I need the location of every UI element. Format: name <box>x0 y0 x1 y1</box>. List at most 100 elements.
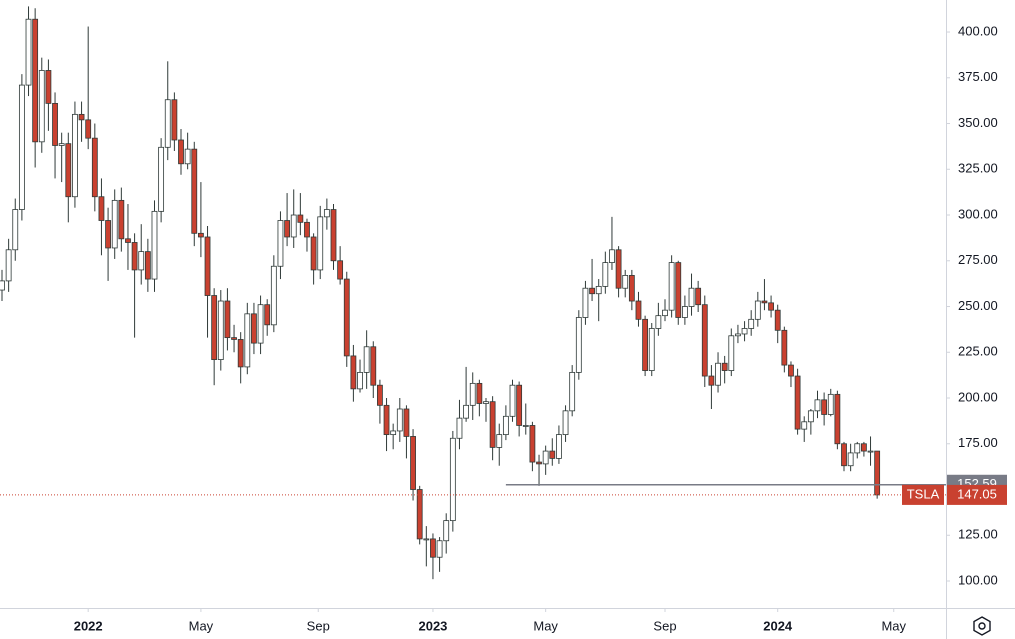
y-tick-label: 275.00 <box>958 252 998 267</box>
x-tick-label: May <box>189 618 214 633</box>
y-tick-label: 100.00 <box>958 572 998 587</box>
candle-body <box>509 384 516 417</box>
candle-body <box>807 410 814 423</box>
candle-body <box>847 452 854 467</box>
y-tick-label: 225.00 <box>958 344 998 359</box>
candle-body <box>662 309 668 317</box>
candle-body <box>516 384 523 426</box>
candle-body <box>748 318 755 329</box>
candle-body <box>423 538 430 541</box>
candle-body <box>489 401 496 448</box>
candle-body <box>0 280 5 291</box>
candle-body <box>708 375 715 386</box>
candle-body <box>542 450 549 465</box>
candle-body <box>164 99 171 148</box>
candle-body <box>178 139 184 165</box>
y-tick-label: 375.00 <box>958 69 998 84</box>
candle-body <box>416 489 423 540</box>
candle-body <box>589 287 595 295</box>
candle-body <box>522 425 529 427</box>
candle-body <box>224 300 231 339</box>
candle-body <box>788 364 794 377</box>
candle-body <box>12 209 19 251</box>
candle-body <box>204 236 211 296</box>
candle-body <box>184 148 191 165</box>
candle-body <box>144 251 151 280</box>
candle-body <box>197 232 204 238</box>
candle-body <box>32 18 39 143</box>
settings-icon[interactable] <box>973 616 991 636</box>
candle-body <box>211 295 218 360</box>
candle-body <box>403 408 410 437</box>
candle-body <box>191 148 198 234</box>
candle-body <box>390 430 397 436</box>
candle-body <box>151 210 158 280</box>
candle-body <box>774 309 781 331</box>
candle-body <box>25 18 32 86</box>
candle-body <box>476 382 483 404</box>
candle-body <box>536 461 542 465</box>
x-tick-label: Sep <box>307 618 330 633</box>
candle-body <box>761 300 768 304</box>
candle-body <box>111 199 118 249</box>
candle-body <box>794 375 801 430</box>
x-tick-label: May <box>881 618 906 633</box>
candle-body <box>377 384 383 406</box>
y-tick-label: 400.00 <box>958 23 998 38</box>
candle-body <box>158 146 165 212</box>
candle-body <box>502 415 509 436</box>
candle-body <box>569 371 576 412</box>
candle-body <box>781 329 788 366</box>
candle-body <box>463 404 470 419</box>
candle-body <box>496 434 503 448</box>
x-tick-label: 2024 <box>763 618 793 633</box>
candle-body <box>98 196 105 221</box>
candle-body <box>396 408 403 432</box>
candle-body <box>277 220 284 267</box>
candles <box>0 6 881 580</box>
candle-body <box>45 70 52 104</box>
candle-body <box>675 262 682 318</box>
candle-body <box>867 450 874 453</box>
candle-body <box>681 306 688 318</box>
candle-body <box>337 260 344 280</box>
symbol-label-bg <box>902 484 944 505</box>
candle-body <box>370 346 377 386</box>
y-tick-label: 350.00 <box>958 115 998 130</box>
candle-body <box>668 262 675 311</box>
candle-body <box>754 300 761 320</box>
candle-body <box>78 113 85 121</box>
candle-body <box>768 302 774 311</box>
candle-body <box>91 137 98 198</box>
candle-body <box>410 436 416 490</box>
candle-body <box>801 421 808 430</box>
candle-body <box>628 275 635 302</box>
candle-body <box>615 249 622 289</box>
candle-body <box>695 287 702 306</box>
candle-body <box>357 371 363 390</box>
candle-body <box>735 333 741 337</box>
candle-body <box>343 278 350 357</box>
candle-body <box>874 450 881 496</box>
candle-body <box>655 315 662 329</box>
settings-circle <box>978 622 986 630</box>
candle-body <box>58 143 65 146</box>
candle-body <box>430 538 436 558</box>
candle-body <box>642 318 649 371</box>
candle-body <box>469 382 476 406</box>
candle-body <box>284 220 290 238</box>
candle-body <box>821 399 828 415</box>
candle-body <box>290 214 297 238</box>
candle-body <box>556 434 562 459</box>
candle-body <box>297 214 304 223</box>
candle-body <box>562 410 569 436</box>
candle-body <box>65 143 72 198</box>
candle-body <box>648 328 655 371</box>
candle-body <box>635 300 642 320</box>
candle-body <box>118 199 125 240</box>
candle-body <box>602 262 609 287</box>
y-tick-label: 250.00 <box>958 298 998 313</box>
candle-body <box>244 313 251 368</box>
last-price-label: 147.05 <box>957 486 997 501</box>
